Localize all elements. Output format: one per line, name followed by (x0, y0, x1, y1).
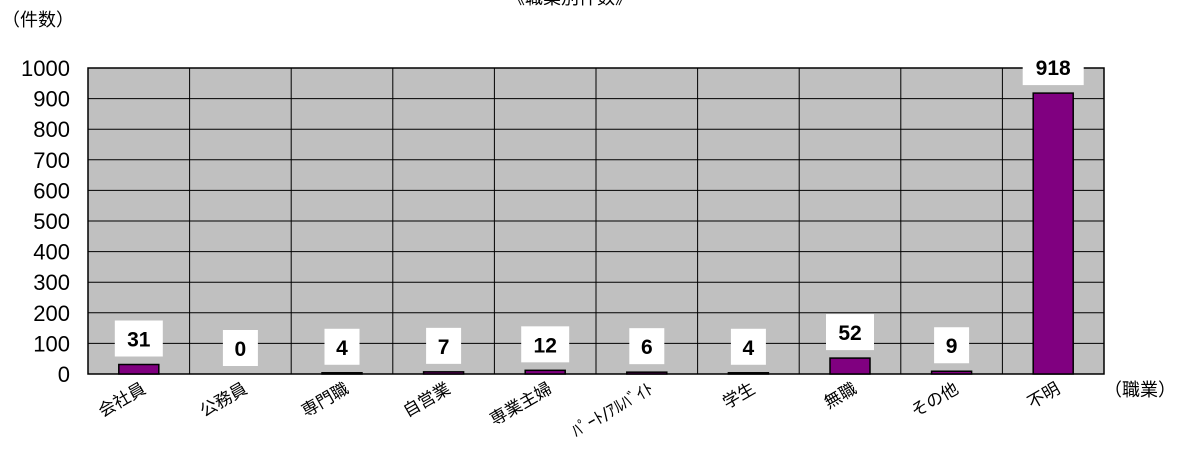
data-label: 0 (235, 338, 247, 361)
y-axis-unit-label: （件数） (2, 10, 74, 31)
y-tick-label: 900 (33, 87, 70, 112)
bar (118, 363, 160, 375)
bar (626, 371, 668, 375)
data-label: 31 (127, 329, 151, 352)
chart-title: 《職業別件数》 (507, 0, 633, 9)
data-label-bg (629, 328, 665, 365)
x-category-label: 専業主婦 (487, 379, 556, 430)
y-tick-label: 800 (33, 117, 70, 142)
x-category-label: 自営業 (400, 379, 454, 422)
y-tick-label: 100 (33, 331, 70, 356)
data-label-bg (826, 314, 874, 351)
data-label-bg (1022, 49, 1084, 86)
data-label: 52 (838, 322, 861, 345)
x-category-label: 公務員 (197, 379, 251, 422)
data-label: 7 (438, 336, 450, 359)
bar (422, 371, 465, 375)
x-category-label: 学生 (719, 379, 758, 413)
data-label-bg (426, 327, 462, 364)
y-tick-label: 600 (33, 178, 70, 203)
x-category-label: 無職 (821, 379, 860, 413)
data-label: 4 (336, 337, 348, 360)
data-label-bg (222, 330, 258, 366)
y-tick-label: 300 (33, 270, 70, 295)
y-axis-ticks: 0 100 200 300 400 500 600 700 800 900 1000 (21, 56, 70, 387)
data-label-bg (730, 328, 766, 365)
data-label-bg (934, 327, 970, 364)
bars (118, 92, 1074, 375)
x-category-label: 会社員 (95, 379, 149, 422)
bar (524, 369, 566, 375)
data-label: 4 (743, 337, 755, 360)
data-label: 6 (641, 336, 653, 359)
bar (321, 372, 363, 375)
data-label-bg (324, 328, 360, 365)
data-label: 12 (534, 334, 557, 357)
x-category-label: 不明 (1024, 379, 1063, 413)
x-axis-categories: 会社員 公務員 専門職 自営業 専業主婦 ﾊﾟｰﾄ/ｱﾙﾊﾞｲﾄ 学生 無職 その他 不明 (95, 379, 1064, 442)
plot-border (87, 67, 1105, 375)
data-label: 918 (1036, 57, 1071, 80)
y-tick-label: 200 (33, 301, 70, 326)
x-category-label: その他 (908, 379, 962, 422)
data-label-bg (114, 320, 163, 357)
bar (727, 372, 770, 375)
x-category-label: 専門職 (298, 379, 352, 422)
gridlines (87, 67, 1105, 375)
y-tick-label: 500 (33, 209, 70, 234)
data-label: 9 (946, 335, 958, 358)
x-axis-unit-label: （職業） (1104, 380, 1176, 401)
bar (829, 357, 871, 375)
data-label-bg (521, 326, 570, 363)
y-tick-label: 400 (33, 240, 70, 265)
data-labels: 31 0 4 7 12 6 4 52 9 918 (114, 49, 1084, 366)
bar (1032, 92, 1074, 375)
y-tick-label: 1000 (21, 56, 70, 81)
y-tick-label: 0 (58, 362, 70, 387)
bar (930, 370, 973, 375)
x-category-label: ﾊﾟｰﾄ/ｱﾙﾊﾞｲﾄ (569, 379, 658, 442)
y-tick-label: 700 (33, 148, 70, 173)
